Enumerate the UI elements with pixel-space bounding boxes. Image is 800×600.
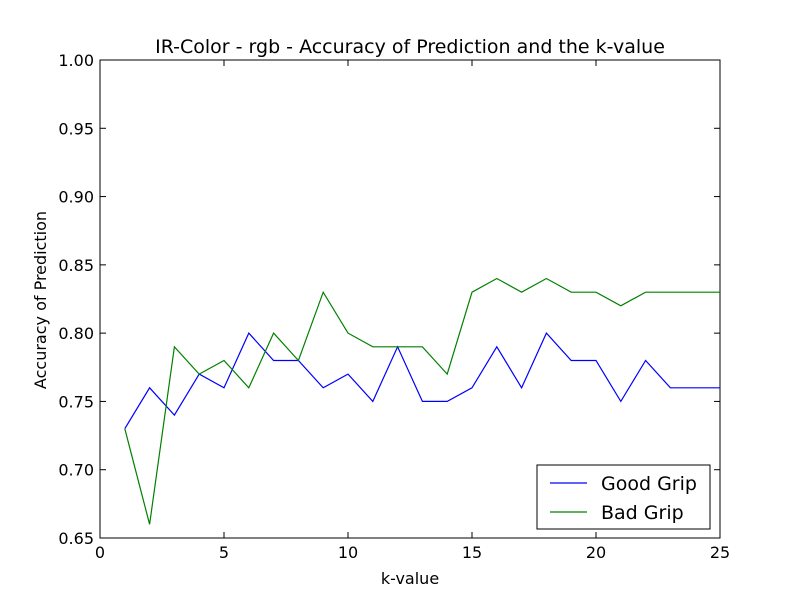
y-axis: 0.65 0.70 0.75 0.80 0.85 0.90 0.95 1.00: [58, 51, 720, 548]
y-tick-label: 0.85: [58, 256, 94, 275]
x-axis: 0 5 10 15 20 25: [95, 60, 730, 562]
legend-label-good-grip: Good Grip: [601, 473, 697, 495]
legend-box: [536, 464, 711, 530]
y-tick-label: 0.65: [58, 529, 94, 548]
legend: Good Grip Bad Grip: [536, 464, 711, 530]
x-axis-title: k-value: [381, 569, 439, 588]
x-tick-label: 20: [586, 543, 606, 562]
legend-label-bad-grip: Bad Grip: [601, 502, 684, 524]
x-tick-label: 25: [710, 543, 730, 562]
x-tick-label: 0: [95, 543, 105, 562]
x-tick-label: 10: [338, 543, 358, 562]
series-line-good-grip: [124, 332, 720, 430]
plot-area: [99, 59, 721, 539]
y-tick-label: 0.70: [58, 461, 94, 480]
series-lines: [124, 277, 720, 525]
y-tick-label: 0.80: [58, 324, 94, 343]
plot-frame: [99, 59, 721, 539]
y-axis-title: Accuracy of Prediction: [31, 211, 50, 389]
chart-title: IR-Color - rgb - Accuracy of Prediction …: [155, 36, 665, 58]
x-tick-label: 5: [219, 543, 229, 562]
y-tick-label: 0.75: [58, 392, 94, 411]
y-tick-label: 0.90: [58, 188, 94, 207]
y-tick-label: 1.00: [58, 51, 94, 70]
y-tick-label: 0.95: [58, 119, 94, 138]
series-line-bad-grip: [124, 277, 720, 525]
x-tick-label: 15: [462, 543, 482, 562]
